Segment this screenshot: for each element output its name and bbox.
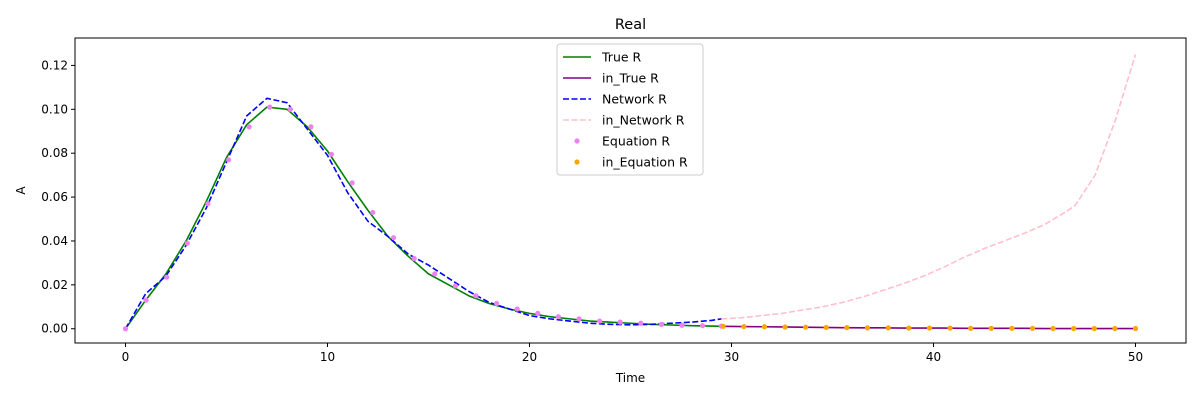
series-line-in-network-r <box>721 54 1137 320</box>
series-point-in-equation-r <box>1112 325 1118 332</box>
series-point-in-equation-r <box>720 323 726 329</box>
series-point-equation-r <box>349 180 355 186</box>
series-point-equation-r <box>225 157 232 163</box>
legend-swatch-equation-r <box>574 138 580 144</box>
x-tick-label: 40 <box>926 350 941 364</box>
series-point-in-equation-r <box>844 325 850 331</box>
x-tick-label: 30 <box>724 350 739 364</box>
series-point-equation-r <box>390 235 397 241</box>
series-point-in-equation-r <box>1071 325 1077 332</box>
series-point-in-equation-r <box>1091 325 1097 332</box>
legend-swatch-in-equation-r <box>574 159 580 165</box>
series-point-equation-r <box>122 326 129 332</box>
series-point-in-equation-r <box>885 325 891 331</box>
series-line-true-r <box>124 106 722 330</box>
series-point-in-equation-r <box>1132 325 1139 332</box>
series-point-equation-r <box>700 323 706 329</box>
legend-label-in-equation-r: in_Equation R <box>602 155 688 170</box>
chart-title: Real <box>615 17 646 33</box>
series-point-in-equation-r <box>741 323 747 330</box>
y-tick-label: 0.04 <box>41 234 68 248</box>
series-point-in-equation-r <box>1050 325 1056 332</box>
x-tick-label: 50 <box>1128 350 1143 364</box>
series-point-in-equation-r <box>864 325 871 331</box>
x-axis: 0 10 20 30 40 50 <box>122 343 1143 364</box>
series-point-in-equation-r <box>968 325 974 331</box>
x-axis-label: Time <box>615 371 645 385</box>
series-point-equation-r <box>493 300 500 307</box>
y-tick-label: 0.10 <box>41 102 68 116</box>
legend-label-true-r: True R <box>601 50 642 65</box>
y-tick-label: 0.08 <box>41 146 68 160</box>
series-point-equation-r <box>246 124 252 130</box>
series-point-equation-r <box>617 319 623 325</box>
series-point-equation-r <box>514 306 520 312</box>
y-axis: 0.00 0.02 0.04 0.06 0.08 0.10 0.12 <box>41 58 75 336</box>
series-point-equation-r <box>596 318 603 324</box>
series-point-equation-r <box>432 271 438 277</box>
series-point-in-equation-r <box>906 325 912 331</box>
y-tick-label: 0.02 <box>41 278 68 292</box>
y-axis-label: A <box>14 186 28 195</box>
series-point-equation-r <box>205 201 211 207</box>
y-tick-label: 0.06 <box>41 190 68 204</box>
series-point-equation-r <box>287 106 293 112</box>
series-point-equation-r <box>143 297 149 303</box>
series-point-equation-r <box>308 124 314 130</box>
series-point-equation-r <box>267 104 273 110</box>
plot-area <box>122 54 1139 332</box>
series-point-in-equation-r <box>761 324 768 330</box>
x-tick-label: 20 <box>522 350 537 364</box>
legend-label-in-network-r: in_Network R <box>602 113 685 128</box>
series-point-equation-r <box>473 293 479 299</box>
series-point-in-equation-r <box>823 324 829 331</box>
series-point-equation-r <box>411 255 417 262</box>
series-point-equation-r <box>658 321 665 327</box>
series-point-in-equation-r <box>1029 325 1036 331</box>
legend-label-network-r: Network R <box>602 92 667 107</box>
legend: True R in_True R Network R in_Network R Equa… <box>556 43 704 176</box>
series-point-equation-r <box>184 240 190 246</box>
legend-label-equation-r: Equation R <box>602 134 670 149</box>
y-tick-label: 0.00 <box>41 322 68 336</box>
axes-frame <box>74 37 1187 344</box>
legend-box <box>556 43 704 176</box>
series-point-in-equation-r <box>926 325 933 331</box>
series-point-in-equation-r <box>782 324 788 330</box>
series-line-network-r <box>124 97 722 330</box>
series-point-equation-r <box>679 322 685 328</box>
series-point-equation-r <box>638 320 644 326</box>
series-point-equation-r <box>164 274 170 280</box>
series-line-in-true-r <box>721 325 1136 330</box>
y-tick-label: 0.12 <box>41 58 68 72</box>
x-tick-label: 10 <box>320 350 335 364</box>
series-point-equation-r <box>535 310 541 316</box>
series-point-in-equation-r <box>947 325 953 331</box>
series-point-equation-r <box>452 283 458 289</box>
series-point-equation-r <box>555 314 561 320</box>
series-point-in-equation-r <box>803 324 809 330</box>
legend-label-in-true-r: in_True R <box>602 71 659 86</box>
series-point-equation-r <box>576 316 582 322</box>
series-point-equation-r <box>370 209 376 216</box>
series-point-in-equation-r <box>988 325 994 331</box>
series-point-equation-r <box>328 151 335 157</box>
series-point-in-equation-r <box>1009 325 1015 331</box>
x-tick-label: 0 <box>122 350 130 364</box>
